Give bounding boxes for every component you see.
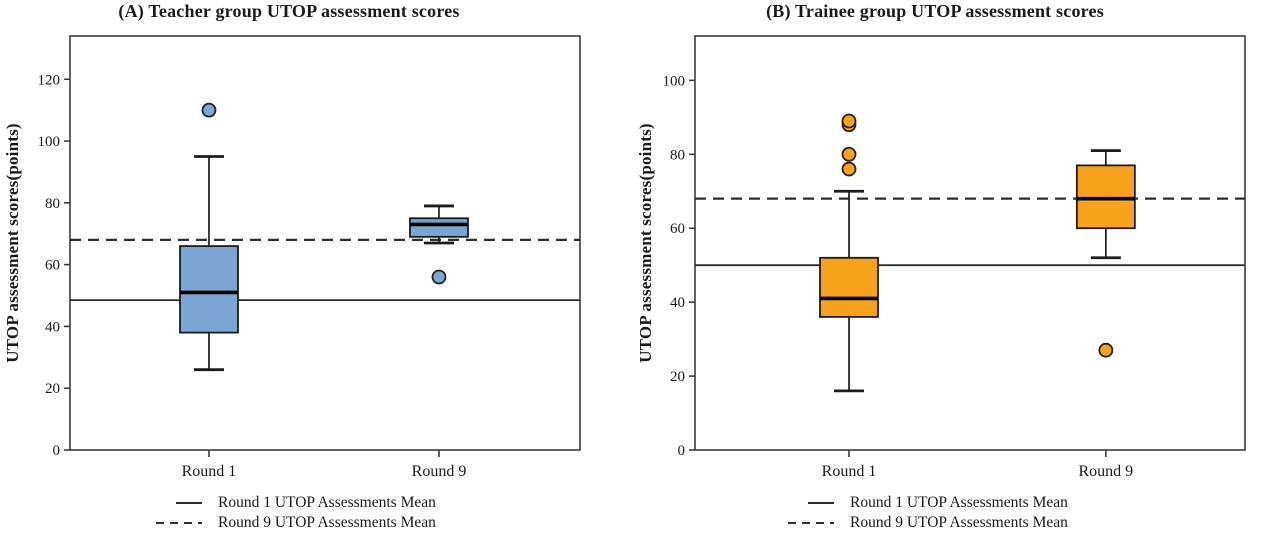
outlier-point xyxy=(841,146,857,162)
panel-teacher-group: (A) Teacher group UTOP assessment scores… xyxy=(3,1,581,532)
box-round-1 xyxy=(179,102,239,372)
legend-label-round1-mean: Round 1 UTOP Assessments Mean xyxy=(850,493,1068,511)
box-round-9 xyxy=(1075,149,1136,358)
outlier-point xyxy=(841,113,857,129)
solid-line-marker xyxy=(176,501,202,504)
y-tick-label: 0 xyxy=(678,443,686,459)
solid-line-marker xyxy=(808,501,834,504)
y-tick-label: 100 xyxy=(663,73,686,89)
y-tick-label: 60 xyxy=(670,221,685,237)
panel-a-title: (A) Teacher group UTOP assessment scores xyxy=(118,1,460,21)
outlier-point xyxy=(201,102,217,118)
y-tick-label: 20 xyxy=(45,381,60,397)
legend-label-round1-mean: Round 1 UTOP Assessments Mean xyxy=(218,493,436,511)
x-category-label: Round 9 xyxy=(412,463,467,480)
y-axis: 0 20 40 60 80 100 xyxy=(663,73,695,459)
outlier-point xyxy=(431,269,447,285)
y-tick-label: 80 xyxy=(670,147,685,163)
x-axis: Round 1 Round 9 xyxy=(822,450,1134,480)
y-tick-label: 60 xyxy=(45,258,60,274)
outlier-point xyxy=(1098,342,1114,358)
panel-b-legend: Round 1 UTOP Assessments Mean Round 9 UT… xyxy=(788,493,1068,532)
y-tick-label: 100 xyxy=(38,134,61,150)
iqr-box xyxy=(179,245,239,334)
panel-a-boxplot-svg: 0 20 40 60 80 100 120 Round 1 Round 9 xyxy=(38,35,581,480)
legend-row-round1-mean: Round 1 UTOP Assessments Mean xyxy=(788,493,1068,512)
panel-b-boxplot-svg: 0 20 40 60 80 100 Round 1 Round 9 xyxy=(663,35,1246,480)
outlier-point xyxy=(841,161,857,177)
y-axis: 0 20 40 60 80 100 120 xyxy=(38,72,70,459)
y-tick-label: 0 xyxy=(53,443,61,459)
legend-row-round9-mean: Round 9 UTOP Assessments Mean xyxy=(156,513,436,532)
y-tick-label: 80 xyxy=(45,196,60,212)
y-tick-label: 40 xyxy=(670,295,685,311)
legend-row-round9-mean: Round 9 UTOP Assessments Mean xyxy=(788,513,1068,532)
iqr-box xyxy=(1075,164,1136,230)
legend-label-round9-mean: Round 9 UTOP Assessments Mean xyxy=(218,513,436,531)
y-tick-label: 40 xyxy=(45,319,60,335)
x-axis: Round 1 Round 9 xyxy=(182,450,467,480)
plot-frame xyxy=(69,35,581,451)
panel-a-legend: Round 1 UTOP Assessments Mean Round 9 UT… xyxy=(156,493,436,532)
panel-trainee-group: (B) Trainee group UTOP assessment scores… xyxy=(633,0,1266,534)
iqr-box xyxy=(819,256,879,318)
x-category-label: Round 9 xyxy=(1079,463,1134,480)
legend-row-round1-mean: Round 1 UTOP Assessments Mean xyxy=(156,493,436,512)
dashed-line-marker xyxy=(788,521,834,524)
legend-label-round9-mean: Round 9 UTOP Assessments Mean xyxy=(850,513,1068,531)
dashed-line-marker xyxy=(156,521,202,524)
iqr-box xyxy=(409,217,469,238)
plot-frame xyxy=(694,35,1246,451)
panel-b-title: (B) Trainee group UTOP assessment scores xyxy=(766,1,1104,21)
box-round-1 xyxy=(819,113,879,393)
x-category-label: Round 1 xyxy=(182,463,237,480)
box-round-9 xyxy=(409,204,469,285)
y-tick-label: 120 xyxy=(38,72,61,88)
y-tick-label: 20 xyxy=(670,369,685,385)
x-category-label: Round 1 xyxy=(822,463,877,480)
